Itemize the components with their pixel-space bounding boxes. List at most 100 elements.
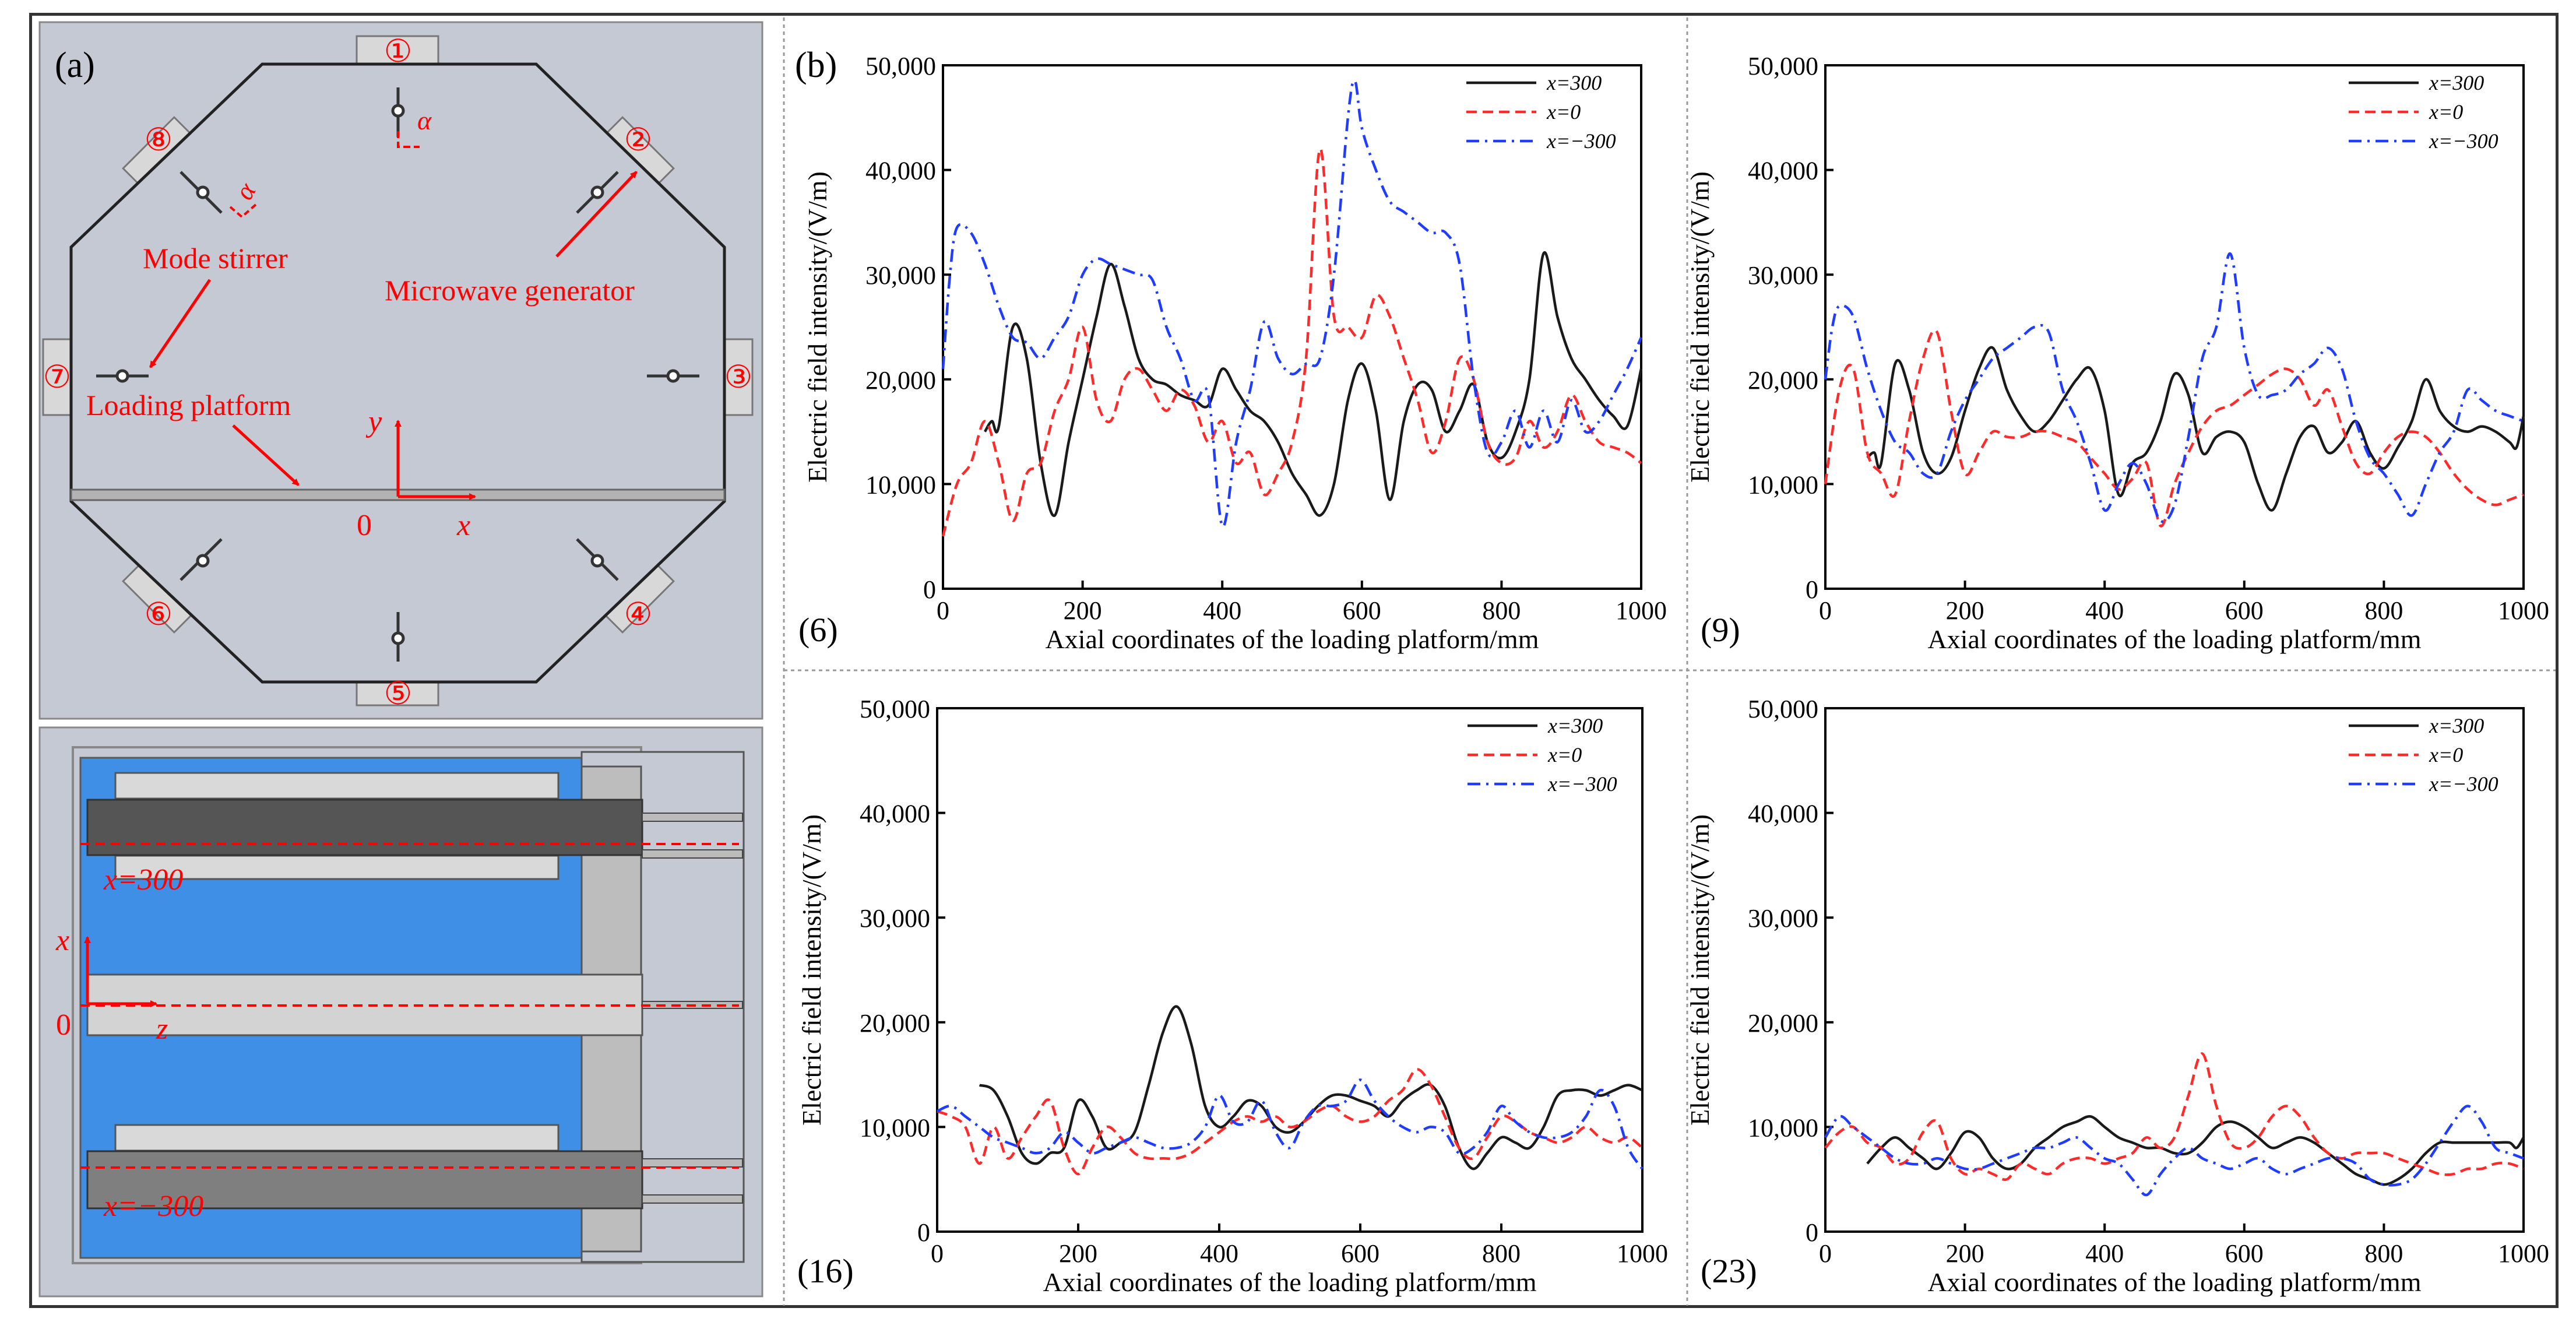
- x-tick-label: 800: [1482, 1239, 1521, 1268]
- series-line-dashed: [941, 147, 1642, 537]
- y-tick-label: 50,000: [865, 52, 936, 80]
- y-tick-label: 50,000: [1748, 52, 1818, 80]
- x-tick-label: 200: [1064, 596, 1102, 625]
- x-tick-label: 0: [1819, 1239, 1832, 1268]
- x-tick-label: 1000: [1617, 1239, 1668, 1268]
- x-tick-label: 200: [1946, 596, 1984, 625]
- legend-label: x=300: [1547, 714, 1603, 737]
- side-lower-rod-2: [642, 1194, 743, 1204]
- y-tick-label: 20,000: [1748, 366, 1818, 395]
- x-tick-label: 0: [1819, 596, 1832, 625]
- y-axis-label: Electric field intensity/(V/m): [1685, 171, 1715, 483]
- alpha-markers: [229, 131, 420, 219]
- x-tick-label: 1000: [1616, 596, 1667, 625]
- loading-platform-label: Loading platform: [86, 389, 291, 421]
- port-label-6: ⑥: [145, 597, 173, 632]
- x-tick-label: 1000: [2498, 596, 2549, 625]
- legend-label: x=−300: [2429, 772, 2498, 796]
- y-axis-label: Electric field intensity/(V/m): [803, 171, 832, 483]
- y-tick-label: 50,000: [1748, 695, 1818, 723]
- series-line-solid: [1866, 346, 2525, 512]
- y-tick-label: 40,000: [860, 800, 930, 828]
- legend-label: x=0: [2429, 100, 2463, 124]
- top-y-axis-label: y: [365, 405, 382, 438]
- side-z-axis-label: z: [156, 1012, 168, 1046]
- x-tick-label: 400: [2085, 1239, 2124, 1268]
- port-label-7: ⑦: [43, 360, 71, 395]
- x-tick-label: 1000: [2498, 1239, 2549, 1268]
- microwave-generator-label: Microwave generator: [385, 274, 635, 307]
- y-tick-label: 30,000: [865, 261, 936, 290]
- series-line-dashed: [1824, 1052, 2524, 1182]
- panel-a-label: (a): [55, 45, 95, 85]
- side-upper-light-top: [114, 772, 559, 800]
- alpha-label-top: α: [417, 106, 432, 135]
- y-tick-label: 0: [1806, 575, 1818, 604]
- legend-label: x=300: [1546, 71, 1602, 94]
- side-upper-rod: [642, 813, 743, 822]
- panel-sub-label: (6): [798, 611, 838, 649]
- figure-border: [29, 13, 2559, 1308]
- y-tick-label: 20,000: [865, 366, 936, 395]
- x-tick-label: 0: [937, 596, 949, 625]
- y-tick-label: 30,000: [1748, 904, 1818, 933]
- series-line-solid: [1866, 1114, 2525, 1186]
- series-line-dashdot: [941, 79, 1643, 528]
- x-tick-label: 400: [1200, 1239, 1238, 1268]
- mode-stirrers: [96, 87, 699, 662]
- y-tick-label: 10,000: [865, 470, 936, 499]
- legend-label: x=−300: [1547, 772, 1617, 796]
- legend-label: x=0: [1546, 100, 1581, 124]
- plot-frame: [1824, 64, 2525, 590]
- side-upper-light-bottom: [114, 855, 559, 880]
- plot-frame: [936, 707, 1644, 1233]
- side-lower-light-top: [114, 1124, 559, 1152]
- y-tick-label: 20,000: [1748, 1009, 1818, 1038]
- y-tick-label: 10,000: [860, 1113, 930, 1142]
- microwave-generator-arrow: [555, 171, 638, 258]
- plot-frame: [1824, 707, 2525, 1233]
- x-axis-label: Axial coordinates of the loading platfor…: [1928, 1267, 2422, 1297]
- x-axis-label: Axial coordinates of the loading platfor…: [1928, 624, 2422, 654]
- y-tick-label: 40,000: [865, 157, 936, 185]
- side-label-x300: x=300: [103, 863, 183, 896]
- side-origin-label: 0: [56, 1008, 71, 1042]
- x-tick-label: 600: [2225, 1239, 2264, 1268]
- y-axis-label: Electric field intensity/(V/m): [1685, 814, 1715, 1126]
- legend-label: x=300: [2429, 71, 2484, 94]
- panel-sub-label: (9): [1701, 611, 1740, 649]
- legend-label: x=0: [1547, 743, 1582, 767]
- series-line-solid: [983, 251, 1643, 517]
- y-tick-label: 0: [917, 1218, 930, 1247]
- port-box-7: [42, 338, 72, 416]
- series-line-dashdot: [1824, 1105, 2524, 1197]
- panel-sub-label: (16): [797, 1252, 854, 1290]
- side-x-axis-label: x: [55, 924, 69, 957]
- legend-label: x=300: [2429, 714, 2484, 737]
- x-axis-label: Axial coordinates of the loading platfor…: [1046, 624, 1539, 654]
- legend-label: x=−300: [2429, 129, 2498, 153]
- port-label-8: ⑧: [145, 122, 173, 157]
- y-tick-label: 40,000: [1748, 800, 1818, 828]
- x-tick-label: 200: [1946, 1239, 1984, 1268]
- port-label-1: ①: [384, 34, 412, 69]
- y-tick-label: 0: [923, 575, 936, 604]
- y-tick-label: 50,000: [860, 695, 930, 723]
- series-line-dashdot: [1824, 252, 2524, 523]
- side-lower-platform: [86, 1150, 643, 1210]
- port-label-5: ⑤: [384, 676, 412, 711]
- x-tick-label: 0: [931, 1239, 944, 1268]
- series-line-dashed: [937, 1068, 1644, 1176]
- x-tick-label: 400: [1203, 596, 1241, 625]
- x-tick-label: 600: [2225, 596, 2264, 625]
- x-tick-label: 200: [1059, 1239, 1097, 1268]
- port-label-2: ②: [624, 122, 652, 157]
- y-tick-label: 0: [1806, 1218, 1818, 1247]
- x-tick-label: 400: [2085, 596, 2124, 625]
- x-tick-label: 800: [2364, 1239, 2403, 1268]
- panel-b-label: (b): [795, 45, 837, 85]
